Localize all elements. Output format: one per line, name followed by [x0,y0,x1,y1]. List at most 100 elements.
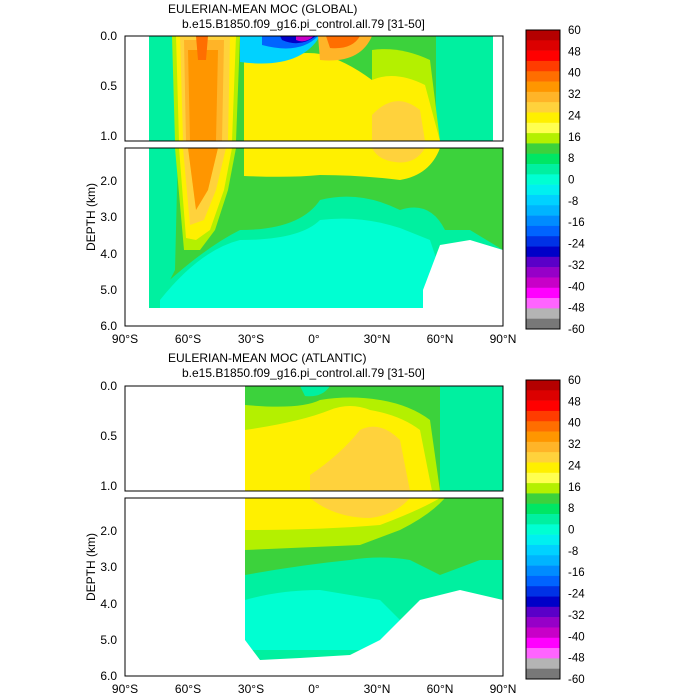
global-colorbar-swatch [526,102,560,113]
atlantic-y-tick-2: 1.0 [100,479,117,493]
global-y-tick-3: 2.0 [100,174,117,188]
atlantic-colorbar-swatch [526,627,560,639]
global-tropical-neg-center [296,36,314,42]
atlantic-colorbar-swatch [526,555,560,566]
global-colorbar-swatch [526,267,560,278]
global-colorbar-swatch [526,318,560,330]
global-panel: EULERIAN-MEAN MOC (GLOBAL) b.e15.B1850.f… [84,2,516,346]
atlantic-x-tick-3: 0° [308,682,320,696]
atlantic-colorbar-label: 8 [568,503,574,515]
global-lower-frame [124,147,504,327]
global-y-tick-5: 4.0 [100,247,117,261]
atlantic-colorbar-label: 16 [568,482,581,494]
atlantic-colorbar-swatch [526,586,560,597]
atlantic-upper-frame [124,385,504,492]
global-colorbar-swatch [526,256,560,268]
atlantic-colorbar-swatch [526,514,560,525]
global-colorbar-label: 32 [568,89,581,101]
atlantic-y-ticks: 0.0 0.5 1.0 2.0 3.0 4.0 5.0 6.0 [100,379,117,683]
atlantic-colorbar-swatch [526,493,560,505]
global-southern-cell-l4 [188,50,218,141]
global-lower-plot [125,148,503,326]
atlantic-colorbar-label: 24 [568,460,581,472]
atlantic-colorbar-swatch [526,617,560,628]
atlantic-lower-bottom [245,590,503,676]
atlantic-colorbar-swatch [526,596,560,608]
global-ylabel: DEPTH (km) [84,183,98,251]
global-colorbar-label: 0 [568,175,574,187]
atlantic-colorbar-label: 48 [568,396,581,408]
global-colorbar-swatch [526,205,560,216]
atlantic-colorbar-label: -8 [568,546,578,558]
global-y-tick-1: 0.5 [100,79,117,93]
global-colorbar-swatch [526,246,560,258]
global-colorbar-swatch [526,71,560,82]
global-northern-cell-core [372,101,425,141]
atlantic-y-tick-1: 0.5 [100,429,117,443]
global-colorbar-swatch [526,194,560,206]
atlantic-colorbar-frame [525,379,561,680]
global-colorbar-label: 60 [568,25,581,37]
global-colorbar-frame [525,29,561,330]
global-colorbar-swatch [526,81,560,93]
global-lower-land-right [423,240,503,308]
atlantic-title: EULERIAN-MEAN MOC (ATLANTIC) [168,351,366,365]
global-colorbar-label: -16 [568,217,585,229]
global-y-tick-4: 3.0 [100,210,117,224]
atlantic-colorbar-swatch [526,483,560,494]
atlantic-surface-cell [300,386,330,397]
atlantic-x-tick-6: 90°N [490,682,517,696]
global-upper-cyan-right [436,36,503,141]
global-y-tick-7: 6.0 [100,319,117,333]
global-x-tick-2: 30°S [238,332,264,346]
atlantic-colorbar-label: -16 [568,567,585,579]
atlantic-x-tick-0: 90°S [112,682,138,696]
atlantic-lower-plot [245,498,503,676]
atlantic-x-tick-1: 60°S [175,682,201,696]
atlantic-x-tick-2: 30°S [238,682,264,696]
atlantic-colorbar-swatch [526,606,560,618]
global-x-ticks: 90°S 60°S 30°S 0° 30°N 60°N 90°N [112,332,516,346]
atlantic-colorbar-label: -40 [568,631,585,643]
atlantic-y-tick-6: 5.0 [100,633,117,647]
atlantic-colorbar-label: 0 [568,525,574,537]
atlantic-y-tick-4: 3.0 [100,560,117,574]
atlantic-colorbar-label: -32 [568,610,585,622]
global-colorbar-label: -32 [568,260,585,272]
global-colorbar-swatch [526,298,560,309]
global-colorbar-label: 48 [568,46,581,58]
atlantic-colorbar-swatch [526,421,560,432]
global-tropical-pos-core [326,36,360,49]
global-y-tick-2: 1.0 [100,129,117,143]
global-subtitle: b.e15.B1850.f09_g16.pi_control.all.79 [3… [182,17,425,31]
global-colorbar-swatch [526,133,560,144]
global-colorbar-label: -24 [568,239,585,251]
global-colorbar-swatch [526,153,560,165]
atlantic-colorbar-swatch [526,534,560,546]
atlantic-colorbar-swatch [526,668,560,680]
atlantic-colorbar-label: 40 [568,418,581,430]
global-colorbar-label: -48 [568,303,585,315]
atlantic-y-tick-0: 0.0 [100,379,117,393]
global-x-tick-1: 60°S [175,332,201,346]
global-x-tick-5: 60°N [427,332,454,346]
atlantic-colorbar-label: 32 [568,439,581,451]
atlantic-colorbar: 60 48 40 32 24 16 8 0 -8 -16 -24 -32 -40 -48 -60 [525,375,585,686]
atlantic-colorbar-swatch [526,400,560,412]
atlantic-amoc-core [310,426,410,491]
global-x-tick-0: 90°S [112,332,138,346]
global-colorbar-label: 16 [568,132,581,144]
global-colorbar-swatch [526,143,560,155]
atlantic-colorbar-swatch [526,380,560,391]
global-colorbar-label: -8 [568,196,578,208]
global-colorbar-swatch [526,236,560,247]
global-colorbar-label: -40 [568,281,585,293]
atlantic-lower-frame [124,497,504,677]
atlantic-colorbar-swatch [526,648,560,659]
atlantic-panel: EULERIAN-MEAN MOC (ATLANTIC) b.e15.B1850… [84,351,516,696]
global-colorbar-swatch [526,277,560,289]
global-colorbar-label: 24 [568,110,581,122]
atlantic-x-tick-4: 30°N [364,682,391,696]
global-colorbar-label: 8 [568,153,574,165]
global-x-tick-4: 30°N [364,332,391,346]
